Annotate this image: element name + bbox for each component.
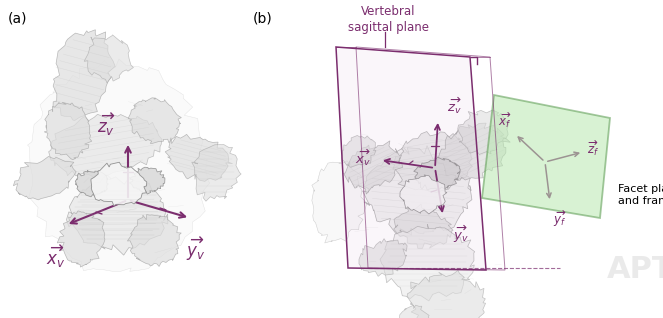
Polygon shape bbox=[407, 270, 485, 318]
Polygon shape bbox=[13, 156, 76, 200]
Polygon shape bbox=[28, 59, 210, 272]
Polygon shape bbox=[359, 238, 407, 276]
Polygon shape bbox=[438, 123, 511, 180]
Polygon shape bbox=[57, 211, 105, 267]
Polygon shape bbox=[192, 144, 241, 201]
Polygon shape bbox=[84, 35, 133, 83]
Polygon shape bbox=[44, 102, 91, 160]
Polygon shape bbox=[414, 157, 460, 190]
Polygon shape bbox=[363, 146, 472, 235]
Polygon shape bbox=[341, 135, 376, 167]
Polygon shape bbox=[392, 305, 436, 318]
Polygon shape bbox=[53, 30, 115, 121]
Text: $\overrightarrow{x_f}$: $\overrightarrow{x_f}$ bbox=[497, 110, 511, 130]
Polygon shape bbox=[48, 114, 162, 179]
Text: (a): (a) bbox=[8, 12, 27, 26]
Text: $\overrightarrow{z_v}$: $\overrightarrow{z_v}$ bbox=[97, 112, 115, 138]
Text: $\overrightarrow{y_f}$: $\overrightarrow{y_f}$ bbox=[553, 208, 566, 229]
Text: $\overrightarrow{y_v}$: $\overrightarrow{y_v}$ bbox=[186, 236, 206, 263]
Polygon shape bbox=[312, 161, 367, 243]
Polygon shape bbox=[91, 162, 147, 206]
Polygon shape bbox=[76, 170, 108, 197]
Polygon shape bbox=[482, 95, 610, 218]
Text: APT: APT bbox=[607, 255, 663, 285]
Text: $\overrightarrow{x_v}$: $\overrightarrow{x_v}$ bbox=[46, 244, 66, 270]
Text: (b): (b) bbox=[253, 12, 272, 26]
Polygon shape bbox=[127, 215, 181, 266]
Polygon shape bbox=[66, 174, 168, 255]
Polygon shape bbox=[129, 167, 165, 194]
Polygon shape bbox=[457, 110, 509, 155]
Polygon shape bbox=[343, 141, 402, 194]
Text: $\overrightarrow{z_f}$: $\overrightarrow{z_f}$ bbox=[587, 138, 599, 158]
Polygon shape bbox=[128, 98, 182, 143]
Text: $\overrightarrow{x_v}$: $\overrightarrow{x_v}$ bbox=[355, 148, 371, 168]
Polygon shape bbox=[165, 134, 233, 181]
Polygon shape bbox=[391, 132, 473, 192]
Text: Facet plane
and frame: Facet plane and frame bbox=[618, 184, 663, 206]
Polygon shape bbox=[394, 204, 453, 248]
Text: $\overrightarrow{y_v}$: $\overrightarrow{y_v}$ bbox=[453, 224, 469, 245]
Text: Vertebral
sagittal plane: Vertebral sagittal plane bbox=[347, 5, 428, 34]
Text: $\overrightarrow{z_v}$: $\overrightarrow{z_v}$ bbox=[447, 96, 462, 116]
Polygon shape bbox=[380, 224, 475, 301]
Polygon shape bbox=[400, 175, 447, 214]
